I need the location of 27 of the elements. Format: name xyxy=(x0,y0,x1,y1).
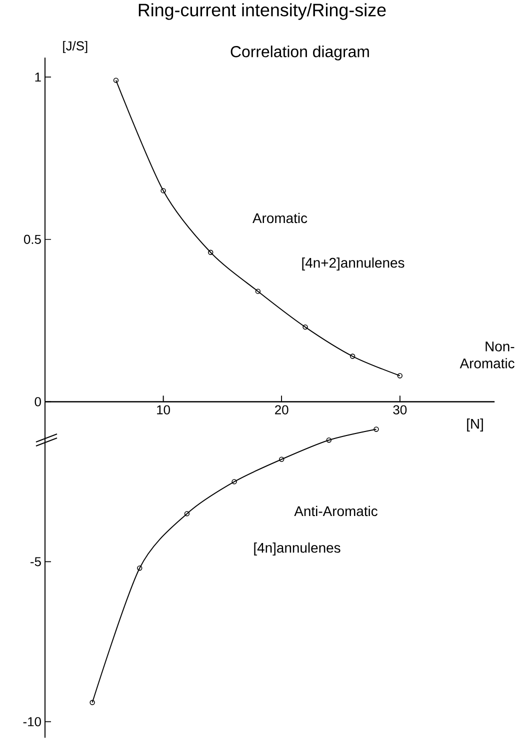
chart-subtitle: Correlation diagram xyxy=(230,46,369,60)
annotation: [4n+2]annulenes xyxy=(302,258,404,270)
annotation: Aromatic xyxy=(252,212,308,224)
x-axis-title: [N] xyxy=(467,418,483,432)
y-tick-label: -10 xyxy=(23,717,41,726)
point xyxy=(208,250,214,255)
point xyxy=(326,438,332,443)
point xyxy=(302,324,308,330)
y-tick-label: 1 xyxy=(35,72,41,82)
point xyxy=(255,288,261,294)
y-tick-label: -5 xyxy=(30,557,41,566)
x-tick-label: 20 xyxy=(275,405,288,414)
point xyxy=(232,479,237,484)
point xyxy=(160,188,166,194)
chart-title: Ring-current intensity/Ring-size xyxy=(138,3,386,20)
point xyxy=(279,456,284,462)
annotation: Non-Aromatic xyxy=(460,342,514,368)
point xyxy=(137,566,142,571)
x-tick-label: 30 xyxy=(393,405,407,414)
x-tick-label: 10 xyxy=(157,405,170,414)
annotation: [4n]annulenes xyxy=(254,542,340,556)
annotation: Anti-Aromatic xyxy=(294,506,378,516)
y-axis-title: [J/S] xyxy=(63,40,88,54)
point xyxy=(184,511,190,516)
point xyxy=(350,354,356,359)
y-tick-label: 0 xyxy=(34,397,41,406)
y-tick-label: 0.5 xyxy=(24,234,41,244)
